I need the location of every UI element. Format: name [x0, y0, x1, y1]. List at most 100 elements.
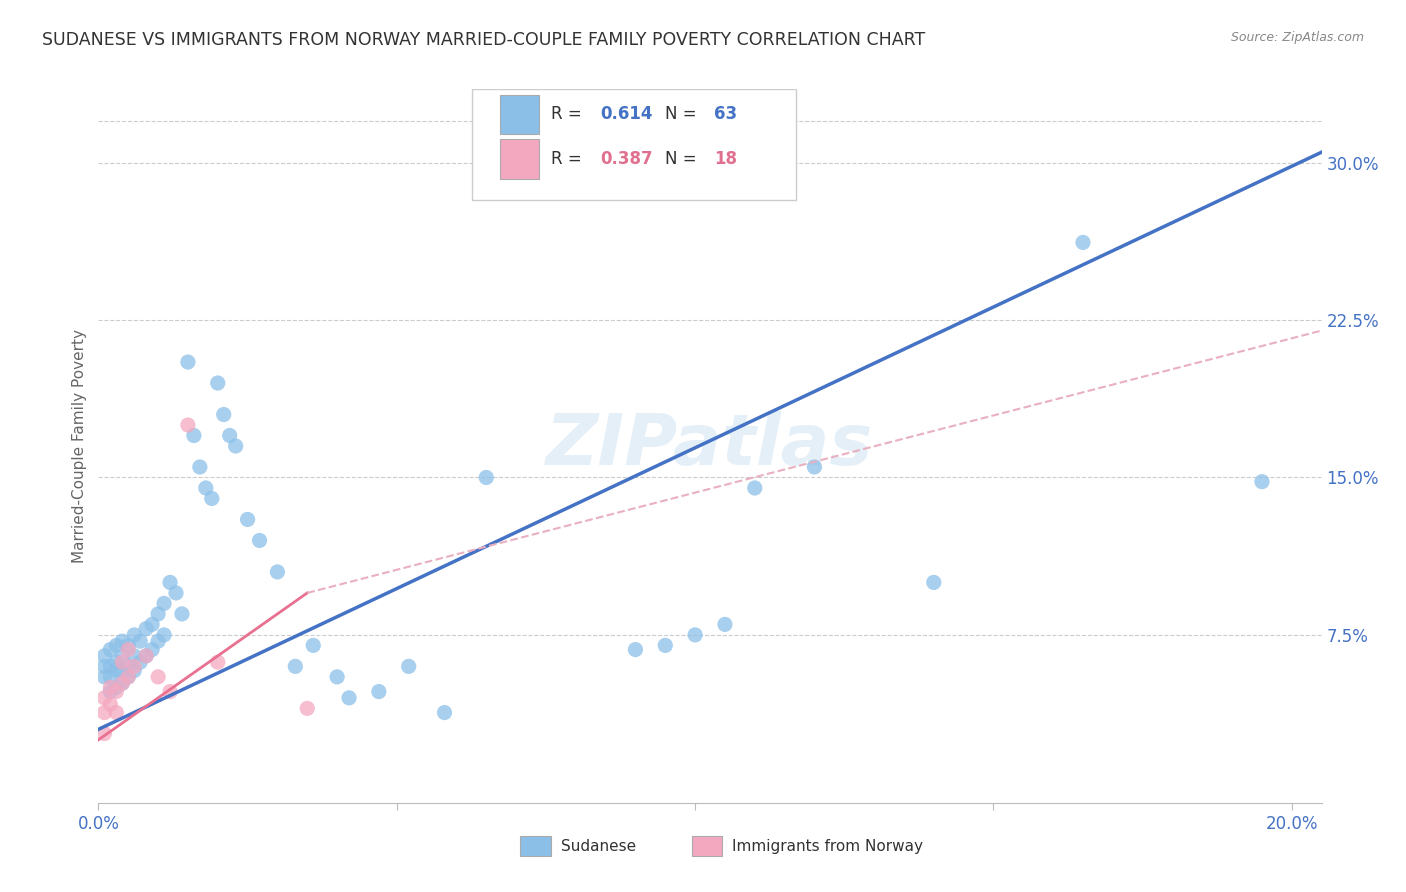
Point	[141, 617, 163, 632]
Point	[326, 670, 349, 684]
Point	[98, 681, 121, 695]
Point	[98, 684, 121, 698]
Point	[1251, 475, 1274, 489]
Point	[249, 533, 271, 548]
Text: 0.387: 0.387	[600, 150, 652, 168]
Point	[122, 628, 145, 642]
Point	[111, 634, 134, 648]
Point	[93, 726, 115, 740]
Point	[93, 670, 115, 684]
Point	[105, 706, 128, 720]
Point	[398, 659, 420, 673]
Point	[165, 586, 187, 600]
Point	[117, 670, 139, 684]
Point	[159, 575, 181, 590]
Point	[302, 639, 325, 653]
Point	[117, 639, 139, 653]
Text: N =: N =	[665, 105, 702, 123]
Point	[177, 417, 200, 432]
Point	[146, 634, 169, 648]
Point	[111, 676, 134, 690]
Point	[135, 648, 157, 663]
Text: R =: R =	[551, 150, 588, 168]
Point	[117, 670, 139, 684]
Point	[98, 659, 121, 673]
Point	[367, 684, 389, 698]
Point	[188, 460, 211, 475]
Point	[93, 659, 115, 673]
Point	[129, 634, 152, 648]
Point	[433, 706, 456, 720]
Point	[122, 664, 145, 678]
Point	[146, 670, 169, 684]
Point	[744, 481, 766, 495]
Point	[111, 655, 134, 669]
Text: 0.614: 0.614	[600, 105, 652, 123]
Text: SUDANESE VS IMMIGRANTS FROM NORWAY MARRIED-COUPLE FAMILY POVERTY CORRELATION CHA: SUDANESE VS IMMIGRANTS FROM NORWAY MARRI…	[42, 31, 925, 49]
Point	[105, 664, 128, 678]
Point	[117, 642, 139, 657]
Point	[93, 648, 115, 663]
Point	[218, 428, 240, 442]
Text: ZIPatlas: ZIPatlas	[547, 411, 873, 481]
Point	[146, 607, 169, 621]
Point	[111, 676, 134, 690]
Point	[98, 697, 121, 711]
Point	[98, 642, 121, 657]
Y-axis label: Married-Couple Family Poverty: Married-Couple Family Poverty	[72, 329, 87, 563]
Point	[135, 622, 157, 636]
Point	[129, 655, 152, 669]
Point	[105, 655, 128, 669]
FancyBboxPatch shape	[692, 837, 723, 856]
Point	[135, 648, 157, 663]
Point	[105, 681, 128, 695]
Point	[111, 648, 134, 663]
Point	[225, 439, 247, 453]
Point	[98, 670, 121, 684]
Point	[266, 565, 288, 579]
Point	[177, 355, 200, 369]
Point	[284, 659, 307, 673]
Point	[105, 639, 128, 653]
Point	[105, 684, 128, 698]
Point	[207, 376, 229, 390]
Text: Sudanese: Sudanese	[561, 838, 636, 854]
Point	[93, 706, 115, 720]
Point	[683, 628, 706, 642]
Text: 63: 63	[714, 105, 737, 123]
Point	[159, 684, 181, 698]
Point	[194, 481, 217, 495]
Point	[207, 655, 229, 669]
Text: 18: 18	[714, 150, 737, 168]
Point	[153, 628, 176, 642]
Point	[212, 408, 235, 422]
Point	[803, 460, 825, 475]
Point	[117, 659, 139, 673]
Point	[922, 575, 945, 590]
Point	[141, 642, 163, 657]
Point	[297, 701, 319, 715]
FancyBboxPatch shape	[520, 837, 551, 856]
Point	[475, 470, 498, 484]
Text: N =: N =	[665, 150, 702, 168]
Point	[183, 428, 205, 442]
Text: R =: R =	[551, 105, 588, 123]
Point	[122, 659, 145, 673]
Point	[624, 642, 647, 657]
Point	[170, 607, 193, 621]
Text: Source: ZipAtlas.com: Source: ZipAtlas.com	[1230, 31, 1364, 45]
Point	[714, 617, 737, 632]
FancyBboxPatch shape	[499, 139, 538, 178]
Point	[654, 639, 676, 653]
Text: Immigrants from Norway: Immigrants from Norway	[733, 838, 924, 854]
Point	[93, 690, 115, 705]
FancyBboxPatch shape	[471, 89, 796, 200]
Point	[1071, 235, 1094, 250]
Point	[236, 512, 259, 526]
Point	[153, 596, 176, 610]
Point	[201, 491, 224, 506]
FancyBboxPatch shape	[499, 95, 538, 135]
Point	[337, 690, 360, 705]
Point	[122, 648, 145, 663]
Point	[111, 664, 134, 678]
